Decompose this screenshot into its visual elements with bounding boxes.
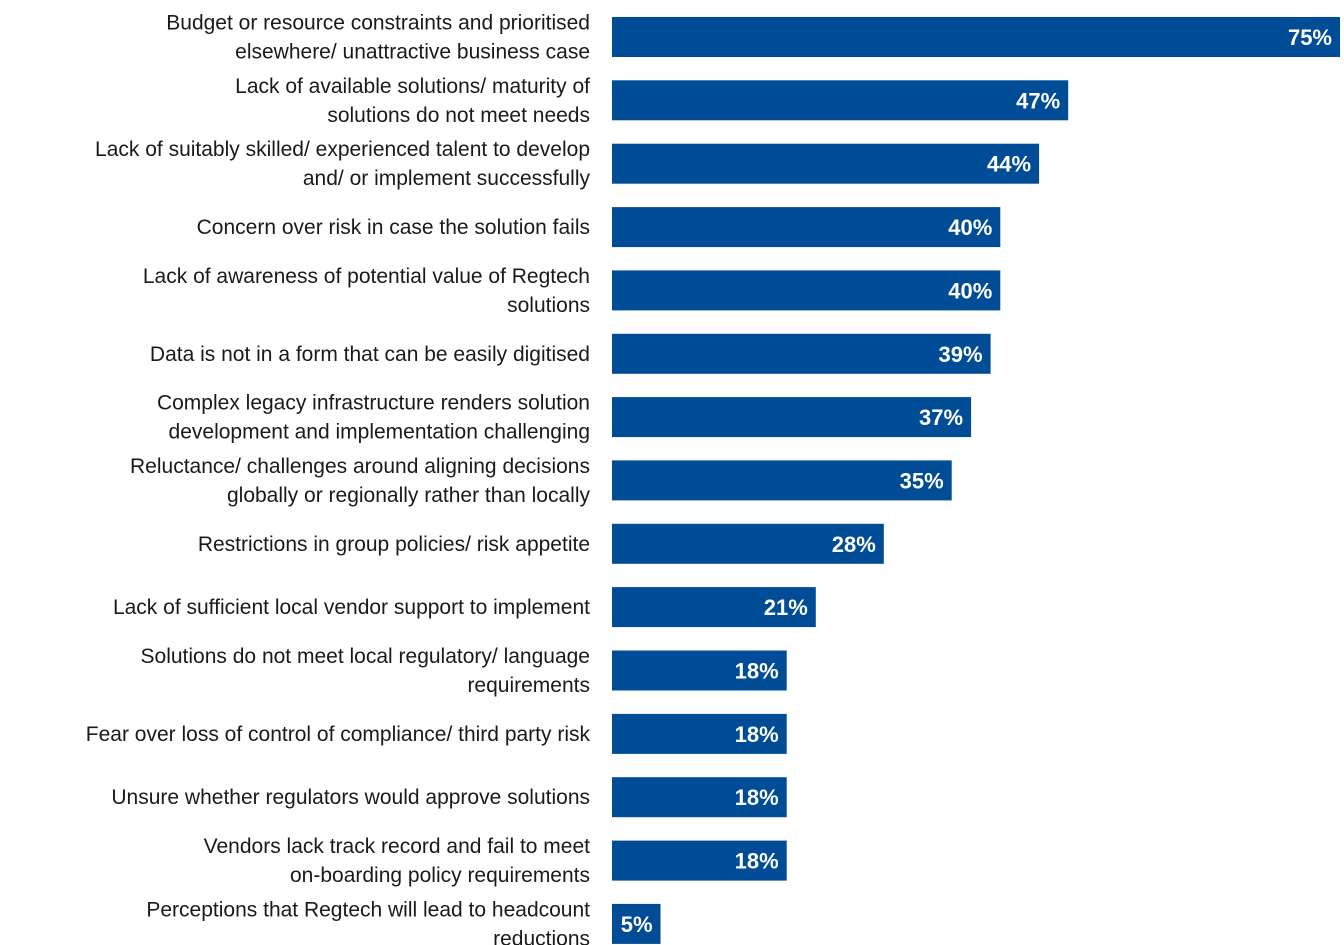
bar-8	[612, 523, 884, 564]
bar-11	[612, 713, 787, 754]
bar-2	[612, 143, 1040, 184]
value-label-11: 18%	[735, 722, 779, 747]
category-label-14-line-0: Perceptions that Regtech will lead to he…	[146, 898, 590, 921]
category-label-4-line-0: Lack of awareness of potential value of …	[143, 265, 590, 288]
category-label-3-line-0: Concern over risk in case the solution f…	[197, 216, 590, 239]
category-label-7-line-1: globally or regionally rather than local…	[227, 484, 591, 507]
category-label-10-line-1: requirements	[467, 674, 590, 697]
category-label-1-line-0: Lack of available solutions/ maturity of	[235, 75, 590, 98]
category-label-13-line-1: on-boarding policy requirements	[290, 864, 590, 887]
bar-0	[612, 17, 1340, 57]
category-label-0-line-0: Budget or resource constraints and prior…	[166, 12, 590, 35]
category-label-0-line-1: elsewhere/ unattractive business case	[235, 41, 590, 64]
category-label-10-line-0: Solutions do not meet local regulatory/ …	[141, 645, 590, 668]
value-label-8: 28%	[832, 532, 876, 557]
value-label-4: 40%	[948, 278, 992, 303]
value-label-3: 40%	[948, 215, 992, 240]
category-label-6-line-0: Complex legacy infrastructure renders so…	[157, 392, 590, 415]
bar-1	[612, 80, 1069, 121]
category-label-1-line-1: solutions do not meet needs	[327, 104, 590, 127]
bar-14	[612, 903, 661, 944]
value-label-12: 18%	[735, 785, 779, 810]
value-label-1: 47%	[1016, 88, 1060, 113]
bar-6	[612, 397, 972, 438]
bar-7	[612, 460, 952, 501]
category-label-11-line-0: Fear over loss of control of compliance/…	[86, 723, 591, 746]
category-label-5-line-0: Data is not in a form that can be easily…	[150, 343, 590, 366]
value-label-9: 21%	[764, 595, 808, 620]
value-label-0: 75%	[1288, 25, 1332, 50]
value-label-14: 5%	[621, 912, 653, 937]
bar-4	[612, 270, 1001, 311]
value-label-6: 37%	[919, 405, 963, 430]
value-label-5: 39%	[939, 342, 983, 367]
category-label-6-line-1: development and implementation challengi…	[169, 421, 590, 444]
category-label-2-line-1: and/ or implement successfully	[303, 167, 591, 190]
value-label-13: 18%	[735, 849, 779, 874]
bar-9	[612, 587, 816, 628]
bar-3	[612, 207, 1001, 248]
category-label-14-line-1: reductions	[493, 927, 590, 945]
category-label-8-line-0: Restrictions in group policies/ risk app…	[198, 533, 590, 556]
category-label-7-line-0: Reluctance/ challenges around aligning d…	[130, 455, 590, 478]
bar-5	[612, 333, 991, 374]
bar-10	[612, 650, 787, 691]
value-label-7: 35%	[900, 468, 944, 493]
category-label-12-line-0: Unsure whether regulators would approve …	[111, 786, 590, 809]
bar-13	[612, 840, 787, 881]
category-label-13-line-0: Vendors lack track record and fail to me…	[204, 835, 591, 858]
bar-12	[612, 777, 787, 818]
category-label-2-line-0: Lack of suitably skilled/ experienced ta…	[95, 138, 590, 161]
category-label-4-line-1: solutions	[507, 294, 590, 317]
value-label-10: 18%	[735, 659, 779, 684]
value-label-2: 44%	[987, 152, 1031, 177]
category-label-9-line-0: Lack of sufficient local vendor support …	[113, 596, 590, 619]
